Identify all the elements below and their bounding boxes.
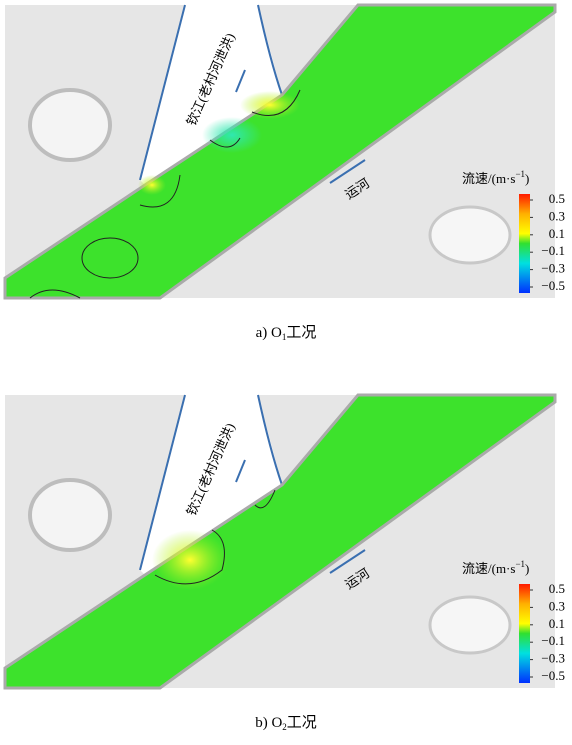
- panel: 钦江(老村河泄洪)运河流速/(m·s−1)0.50.30.1−0.1−0.3−0…: [5, 395, 565, 732]
- colorbar-tick-label: 0.5: [549, 581, 565, 596]
- figure: 钦江(老村河泄洪)运河流速/(m·s−1)0.50.30.1−0.1−0.3−0…: [0, 0, 572, 740]
- caption: b) O2工况: [255, 714, 317, 732]
- colorbar: [519, 584, 530, 683]
- colorbar-tick-label: 0.5: [549, 191, 565, 206]
- colorbar: [519, 194, 530, 293]
- caption-prefix: b) O: [255, 715, 282, 731]
- panel: 钦江(老村河泄洪)运河流速/(m·s−1)0.50.30.1−0.1−0.3−0…: [5, 5, 565, 342]
- legend-title-sup: −1: [515, 559, 525, 569]
- legend-title-end: ): [525, 561, 529, 576]
- colorbar-tick-label: −0.3: [541, 651, 565, 666]
- colorbar-tick-label: 0.3: [549, 208, 565, 223]
- colorbar-tick-label: −0.5: [541, 668, 565, 683]
- colorbar-tick-label: −0.3: [541, 261, 565, 276]
- legend-title-sup: −1: [515, 169, 525, 179]
- legend-title-text: 流速/(m·s: [462, 171, 515, 186]
- caption-suffix: 工况: [286, 324, 316, 341]
- colorbar-tick-label: −0.1: [541, 243, 565, 258]
- colorbar-tick-label: 0.3: [549, 598, 565, 613]
- high-zone: [138, 175, 166, 195]
- legend-title-text: 流速/(m·s: [462, 561, 515, 576]
- legend-title-end: ): [525, 171, 529, 186]
- colorbar-tick-label: −0.1: [541, 633, 565, 648]
- terrain-relief: [30, 480, 110, 550]
- colorbar-tick-label: −0.5: [541, 278, 565, 293]
- high-zone: [152, 530, 228, 590]
- terrain-relief: [430, 207, 510, 263]
- caption: a) O1工况: [256, 324, 317, 342]
- colorbar-tick-label: 0.1: [549, 226, 565, 241]
- caption-suffix: 工况: [287, 714, 317, 731]
- terrain-relief: [30, 90, 110, 160]
- colorbar-tick-label: 0.1: [549, 616, 565, 631]
- low-zone: [202, 117, 262, 153]
- page: 钦江(老村河泄洪)运河流速/(m·s−1)0.50.30.1−0.1−0.3−0…: [0, 0, 572, 745]
- terrain-relief: [430, 597, 510, 653]
- caption-prefix: a) O: [256, 325, 282, 341]
